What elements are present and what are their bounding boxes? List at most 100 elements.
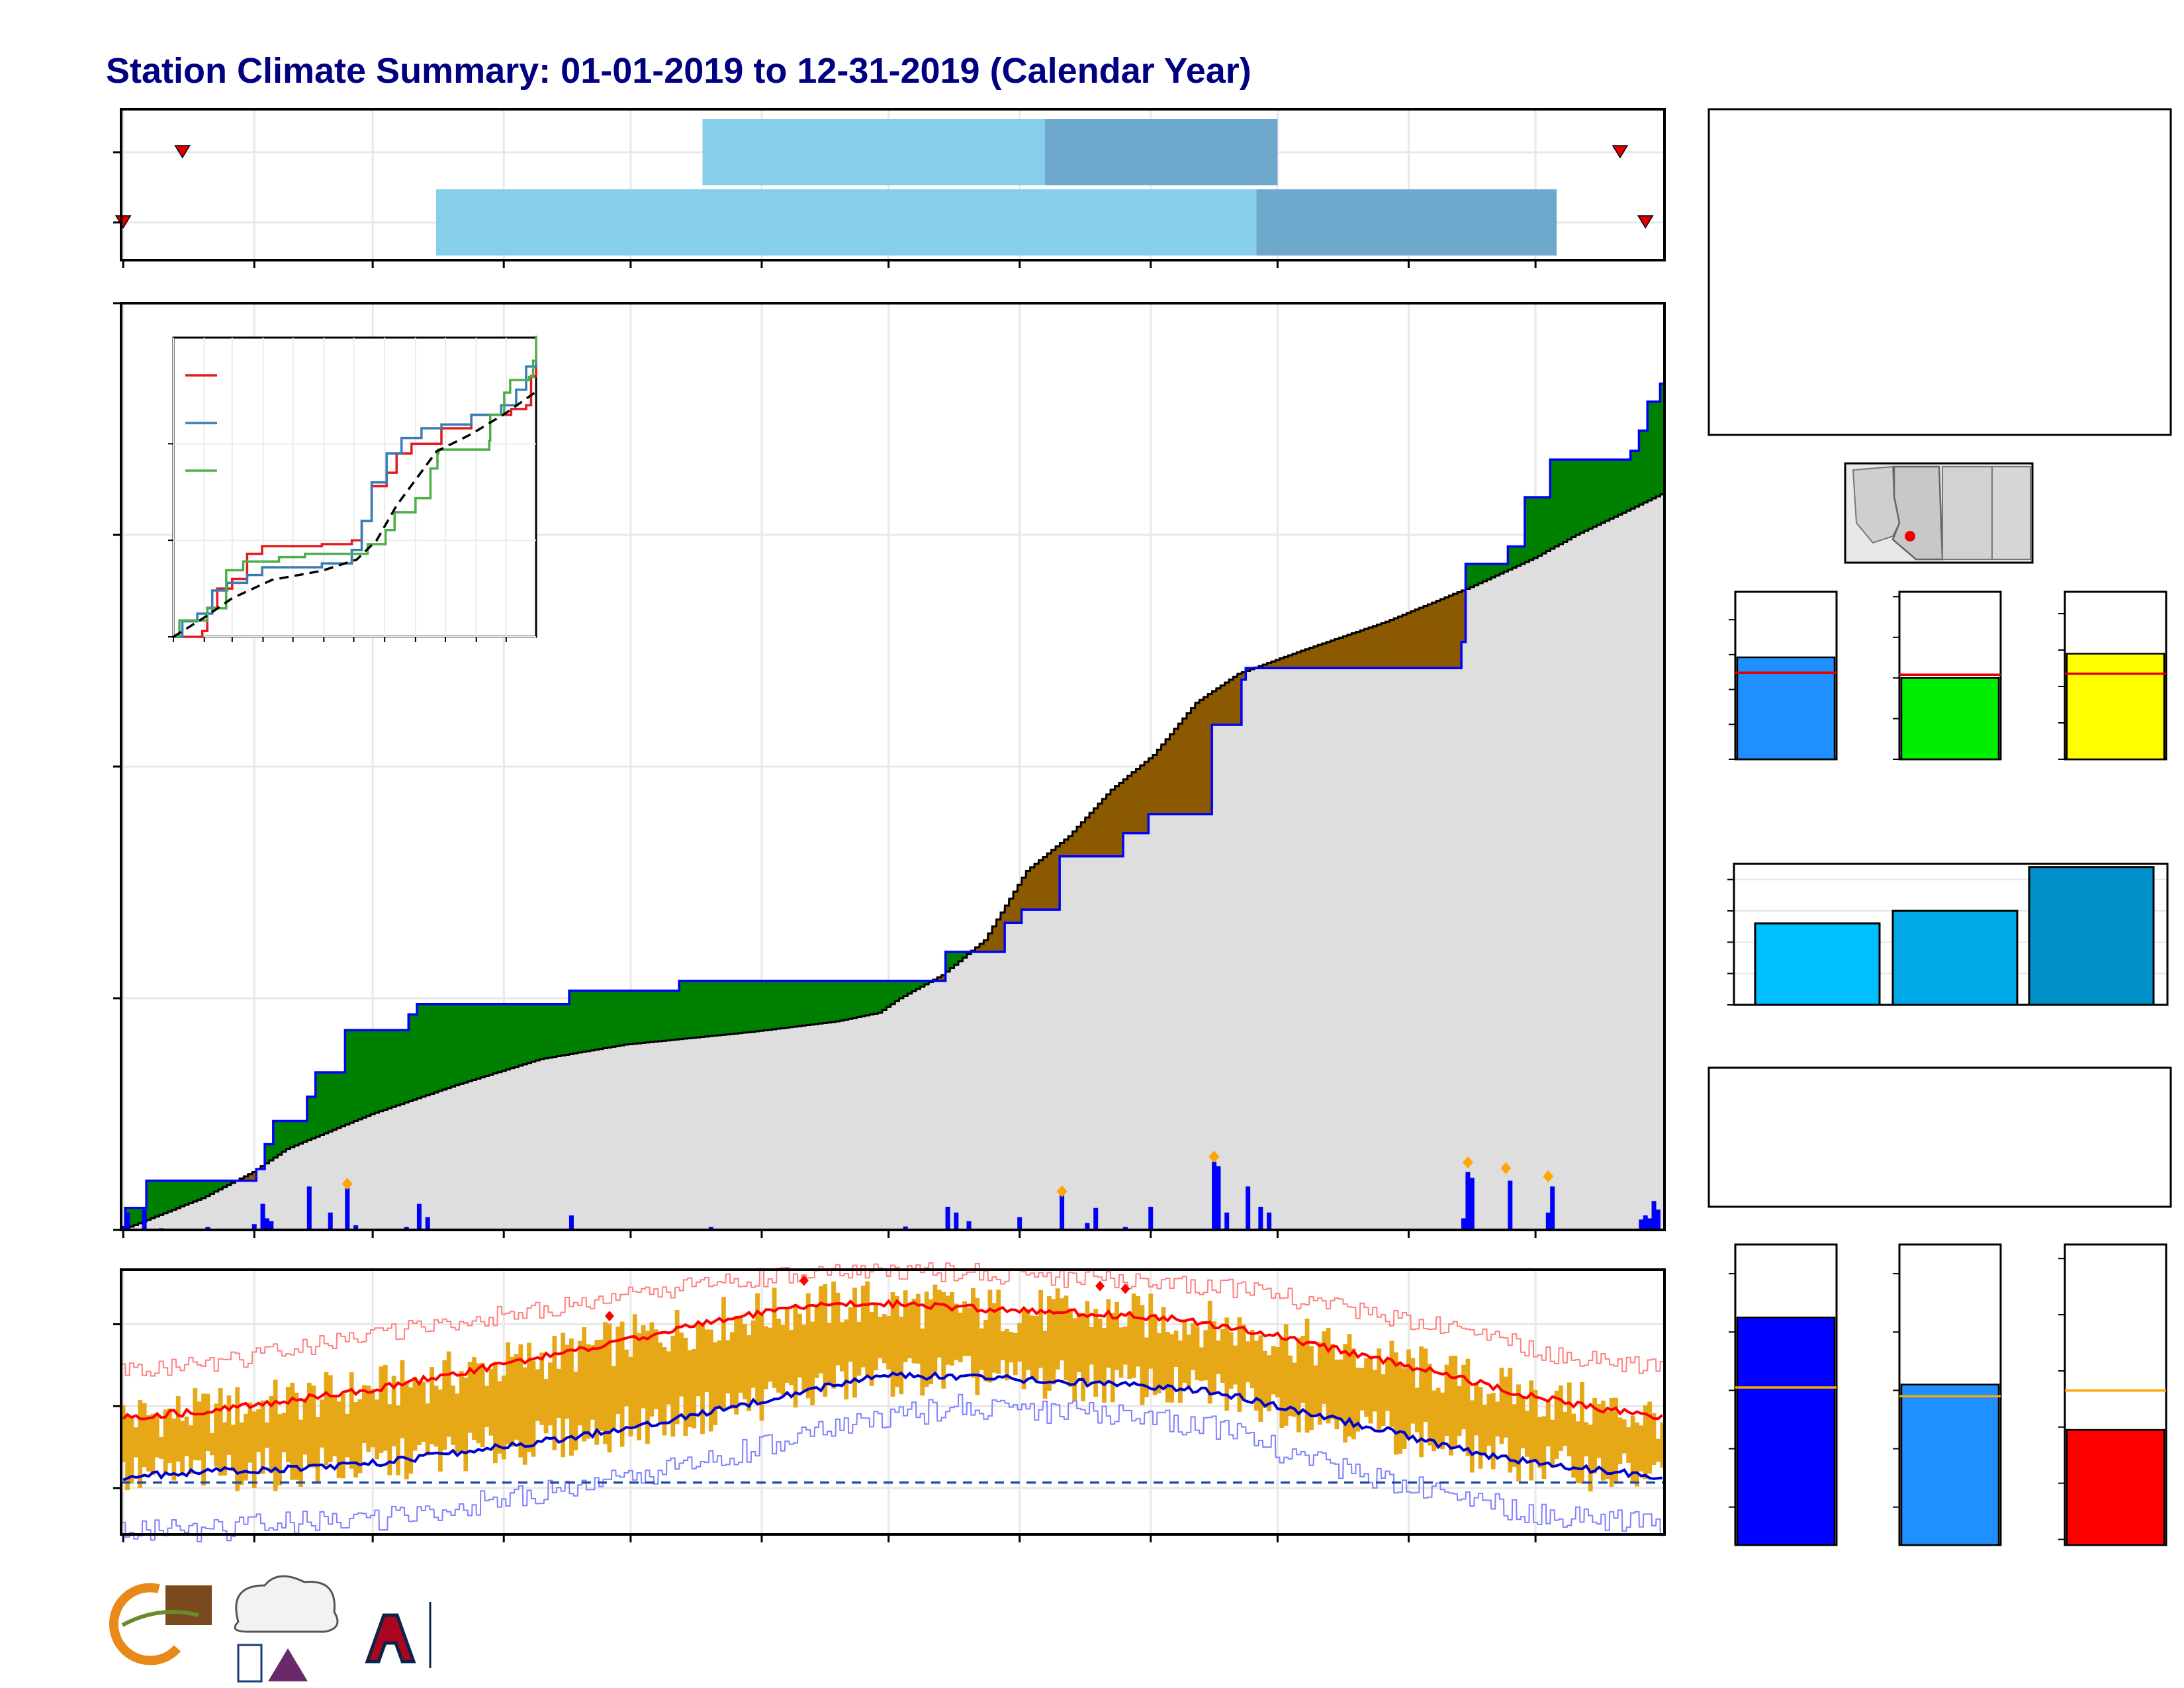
below-avg-fill (1186, 713, 1191, 814)
below-avg-fill (1351, 633, 1356, 669)
daily-precip-bar (1212, 1161, 1217, 1230)
daily-temp-range-bar (1609, 1397, 1614, 1487)
daily-temp-range-bar (1402, 1368, 1407, 1449)
above-avg-fill (1647, 401, 1653, 500)
daily-temp-range-bar (400, 1360, 405, 1438)
record-min-line (121, 1393, 1664, 1542)
daily-temp-range-bar (1423, 1348, 1428, 1422)
above-avg-fill (1584, 459, 1589, 531)
daily-temp-range-bar (962, 1301, 968, 1356)
below-avg-fill (1038, 860, 1044, 910)
below-avg-fill (1372, 626, 1377, 669)
daily-temp-range-bar (239, 1422, 244, 1485)
daily-temp-range-bar (455, 1393, 460, 1453)
above-avg-fill (789, 980, 794, 1027)
above-avg-fill (353, 1030, 358, 1121)
daily-temp-range-bar (670, 1335, 676, 1437)
daily-temp-range-bar (582, 1327, 586, 1442)
daily-temp-range-bar (476, 1363, 481, 1444)
daily-temp-range-bar (784, 1308, 790, 1383)
daily-precip-bar (260, 1203, 265, 1230)
below-avg-fill (1423, 606, 1428, 669)
daily-temp-range-bar (742, 1323, 747, 1399)
above-avg-fill (451, 1004, 455, 1087)
above-avg-fill (1621, 459, 1627, 513)
daily-precip-bar (125, 1212, 130, 1230)
cumulative-2019-line (120, 382, 1664, 1229)
daily-temp-range-bar (1600, 1400, 1606, 1481)
above-avg-fill (349, 1030, 354, 1123)
above-avg-fill (209, 1180, 214, 1194)
daily-temp-range-bar (1410, 1358, 1416, 1424)
daily-temp-range-bar (890, 1292, 895, 1397)
below-avg-fill (1444, 597, 1449, 669)
below-avg-fill (1271, 661, 1276, 669)
above-avg-fill (704, 980, 709, 1037)
temp-bar-tmin (1736, 1316, 1836, 1546)
below-avg-fill (1072, 831, 1077, 857)
daily-temp-range-bar (256, 1409, 261, 1452)
below-avg-fill (1233, 677, 1238, 725)
timing-frame (120, 108, 1666, 261)
above-avg-fill (527, 1004, 531, 1063)
below-avg-fill (1115, 786, 1120, 857)
below-avg-fill (1102, 799, 1107, 857)
above-avg-fill (924, 980, 929, 984)
daily-temp-range-bar (793, 1307, 798, 1408)
temp-frame (120, 1268, 1666, 1536)
daily-temp-range-bar (1279, 1338, 1285, 1429)
daily-temp-range-bar (780, 1325, 786, 1395)
timing-mask (0, 108, 121, 261)
above-avg-fill (493, 1004, 498, 1074)
above-avg-fill (696, 980, 701, 1038)
daily-temp-range-bar (341, 1393, 345, 1479)
above-avg-fill (459, 1004, 464, 1084)
daily-temp-range-bar (666, 1351, 671, 1405)
daily-temp-range-bar (823, 1284, 828, 1397)
daily-temp-range-bar (1169, 1334, 1175, 1403)
above-avg-fill (823, 980, 828, 1023)
below-avg-fill (1161, 744, 1166, 814)
above-avg-fill (586, 990, 591, 1051)
above-avg-fill (506, 1004, 510, 1070)
above-avg-fill (1609, 459, 1614, 519)
daily-temp-range-bar (933, 1284, 938, 1376)
daily-temp-range-bar (1465, 1358, 1471, 1456)
daily-temp-range-bar (383, 1364, 388, 1451)
above-avg-fill (214, 1180, 219, 1192)
daily-temp-range-bar (1161, 1307, 1166, 1387)
below-avg-fill (1089, 813, 1094, 857)
below-avg-fill (1296, 652, 1301, 669)
daily-temp-range-bar (1490, 1393, 1496, 1470)
daily-temp-range-bar (1207, 1300, 1212, 1404)
temp-bar-tmax (2066, 1429, 2165, 1546)
daily-temp-range-bar (1381, 1374, 1386, 1427)
daily-temp-range-bar (1469, 1400, 1475, 1473)
daily-precip-bar (1267, 1212, 1272, 1230)
record-high-marker (1095, 1280, 1105, 1291)
daily-temp-range-bar (1191, 1323, 1196, 1370)
daily-temp-range-bar (421, 1382, 426, 1442)
below-avg-fill (244, 1176, 248, 1181)
heavy-event-marker (1462, 1156, 1473, 1168)
daily-temp-range-bar (1660, 1422, 1665, 1468)
daily-temp-range-bar (772, 1288, 777, 1388)
daily-temp-range-bar (831, 1281, 836, 1389)
above-avg-fill (306, 1096, 312, 1141)
daily-temp-range-bar (611, 1366, 616, 1429)
above-avg-fill (1482, 563, 1487, 581)
mini-bar-raindays (1900, 677, 2000, 761)
daily-temp-range-bar (260, 1400, 265, 1474)
above-avg-fill (1600, 459, 1606, 523)
daily-precip-bar (1216, 1166, 1221, 1230)
daily-temp-range-bar (1614, 1397, 1618, 1482)
daily-temp-range-bar (1026, 1309, 1030, 1370)
inset-avg-line (173, 391, 537, 638)
daily-temp-range-bar (1651, 1413, 1657, 1466)
daily-temp-range-bar (1639, 1425, 1644, 1472)
daily-temp-range-bar (1351, 1348, 1356, 1440)
daily-temp-range-bar (1545, 1401, 1551, 1447)
above-avg-fill (488, 1004, 494, 1075)
below-avg-fill (1304, 649, 1310, 669)
